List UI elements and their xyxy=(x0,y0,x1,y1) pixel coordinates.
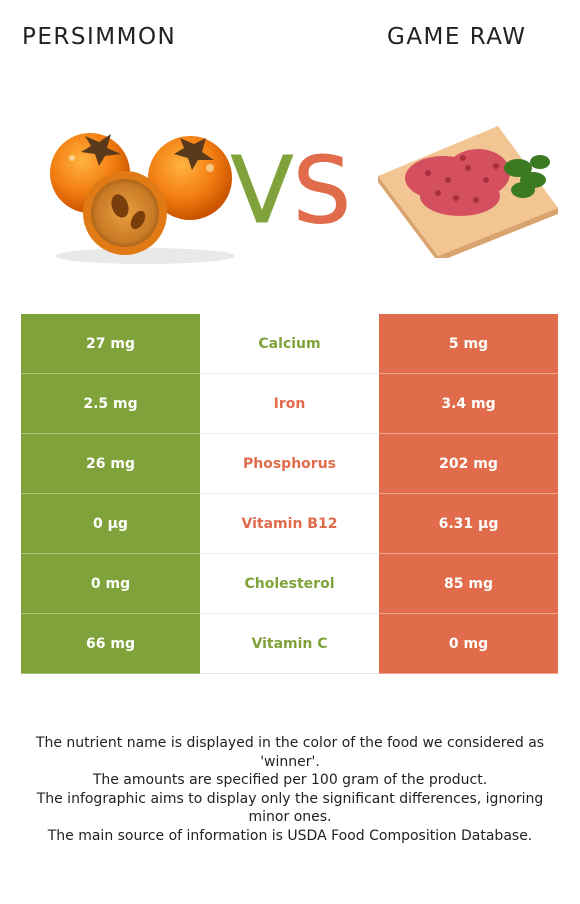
left-value: 0 mg xyxy=(21,553,200,614)
right-value: 5 mg xyxy=(379,314,558,374)
table-row: 66 mg Vitamin C 0 mg xyxy=(21,613,558,674)
right-value: 6.31 µg xyxy=(379,493,558,554)
footnotes: The nutrient name is displayed in the co… xyxy=(20,734,560,845)
vs-s-letter: S xyxy=(293,137,351,240)
nutrient-name: Calcium xyxy=(200,314,379,374)
game-meat-image xyxy=(378,126,558,258)
vs-label: V S xyxy=(230,137,352,241)
nutrient-name: Phosphorus xyxy=(200,433,379,494)
vs-v-letter: V xyxy=(231,137,294,240)
table-row: 0 µg Vitamin B12 6.31 µg xyxy=(21,493,558,554)
left-food-title: PERSIMMON xyxy=(22,24,177,50)
left-value: 26 mg xyxy=(21,433,200,494)
nutrient-name: Vitamin C xyxy=(200,613,379,674)
table-row: 27 mg Calcium 5 mg xyxy=(21,314,558,374)
left-value: 66 mg xyxy=(21,613,200,674)
footnote-data-source: The main source of information is USDA F… xyxy=(47,827,533,844)
footnote-significant-differences: The infographic aims to display only the… xyxy=(36,790,544,826)
table-row: 0 mg Cholesterol 85 mg xyxy=(21,553,558,614)
left-value: 27 mg xyxy=(21,314,200,374)
persimmon-image xyxy=(50,133,235,264)
footnote-winner-color: The nutrient name is displayed in the co… xyxy=(35,735,545,770)
table-row: 2.5 mg Iron 3.4 mg xyxy=(21,373,558,434)
right-value: 0 mg xyxy=(379,613,558,674)
left-value: 0 µg xyxy=(21,493,200,554)
nutrient-comparison-table: 27 mg Calcium 5 mg 2.5 mg Iron 3.4 mg 26… xyxy=(21,314,558,674)
left-value: 2.5 mg xyxy=(21,373,200,434)
nutrient-name: Vitamin B12 xyxy=(200,493,379,554)
nutrient-name: Cholesterol xyxy=(200,553,379,614)
right-value: 85 mg xyxy=(379,553,558,614)
right-value: 202 mg xyxy=(379,433,558,494)
footnote-per-100g: The amounts are specified per 100 gram o… xyxy=(92,772,488,788)
nutrient-name: Iron xyxy=(200,373,379,434)
table-row: 26 mg Phosphorus 202 mg xyxy=(21,433,558,494)
right-food-title: GAME RAW xyxy=(387,24,527,50)
right-value: 3.4 mg xyxy=(379,373,558,434)
